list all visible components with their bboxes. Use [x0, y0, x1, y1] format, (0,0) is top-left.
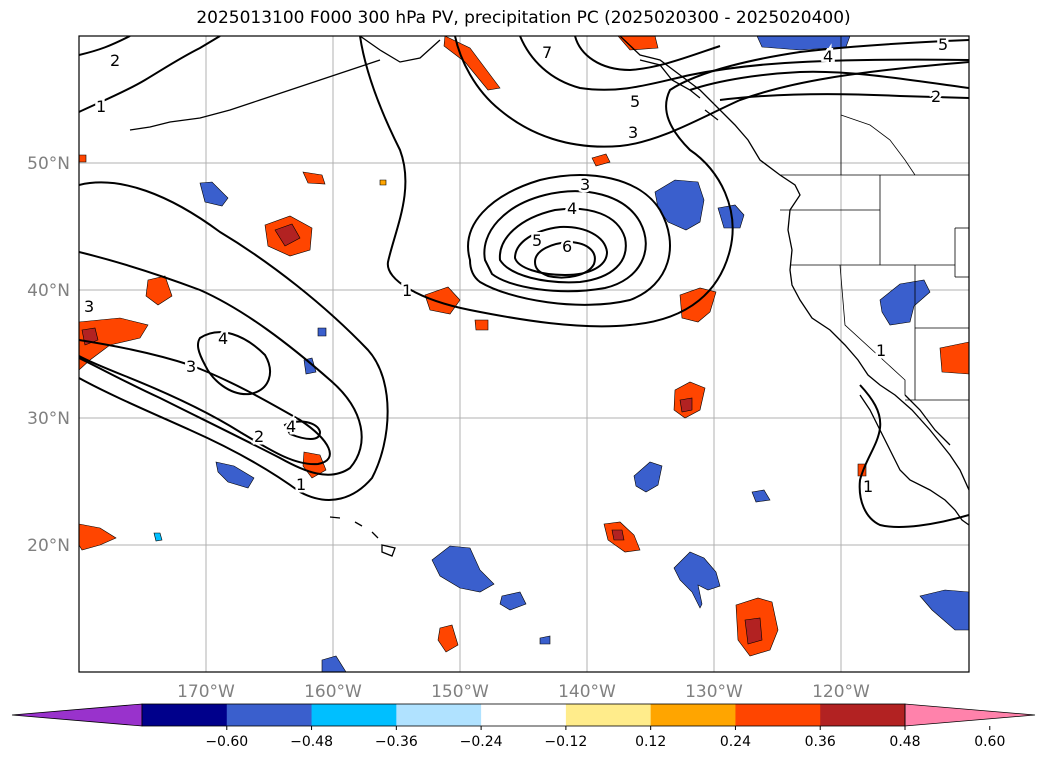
contour-label: 2	[931, 87, 941, 106]
colorbar-tick-label: 0.12	[635, 734, 666, 750]
contour-label: 1	[296, 475, 306, 494]
chart-title: 2025013100 F000 300 hPa PV, precipitatio…	[196, 8, 851, 28]
lat-label: 30°N	[27, 409, 70, 429]
lon-label: 130°W	[685, 682, 743, 702]
contour-label: 3	[580, 175, 590, 194]
colorbar-segment	[650, 704, 736, 726]
map-frame	[78, 35, 970, 673]
contour-label: 6	[562, 237, 572, 256]
colorbar-extend-low	[11, 703, 143, 727]
colorbar-segment	[142, 704, 228, 726]
coastlines	[129, 36, 969, 557]
contour-label: 3	[84, 297, 94, 316]
colorbar-frame	[141, 703, 906, 727]
contour-label: 5	[938, 35, 948, 54]
contour-label: 2	[254, 427, 264, 446]
colorbar-tick-label: −0.60	[205, 734, 248, 750]
colorbar-extend-high	[904, 703, 1036, 727]
contour-label: 4	[218, 329, 228, 348]
map-background	[79, 36, 969, 672]
contour-label: 5	[532, 231, 542, 250]
contour-label: 2	[110, 51, 120, 70]
colorbar-segment	[735, 704, 821, 726]
colorbar-tick-label: −0.24	[460, 734, 503, 750]
colorbar: −0.60 −0.48 −0.36 −0.24 −0.12 0.12 0.24 0.36 0.4…	[11, 703, 1036, 750]
contour-label: 5	[630, 92, 640, 111]
colorbar-tick-label: −0.48	[290, 734, 333, 750]
contour-label: 1	[96, 97, 106, 116]
lon-label: 140°W	[558, 682, 616, 702]
colorbar-tick-label: −0.12	[544, 734, 587, 750]
contour-label: 7	[542, 43, 552, 62]
colorbar-segment	[311, 704, 397, 726]
contour-label: 4	[823, 47, 833, 66]
colorbar-segment	[481, 704, 567, 726]
pv-contour-labels: 1 2 3 4 3 2 4 1 1 3 4 5 6 3 5 7 4 2 5 1 …	[82, 35, 951, 499]
lon-axis-labels: 170°W 160°W 150°W 140°W 130°W 120°W	[177, 682, 870, 702]
lon-label: 170°W	[177, 682, 235, 702]
lat-axis-labels: 50°N 40°N 30°N 20°N	[27, 154, 70, 556]
contour-label: 1	[402, 281, 412, 300]
political-borders	[780, 36, 969, 401]
colorbar-segment	[820, 704, 906, 726]
contour-label: 1	[876, 341, 886, 360]
colorbar-tick-label: −0.36	[375, 734, 418, 750]
colorbar-segment	[565, 704, 652, 726]
lat-label: 50°N	[27, 154, 70, 174]
lon-label: 120°W	[812, 682, 870, 702]
contour-label: 3	[628, 123, 638, 142]
contour-label: 4	[286, 417, 296, 436]
colorbar-tick-label: 0.48	[889, 734, 920, 750]
contour-label: 1	[863, 477, 873, 496]
lon-label: 150°W	[431, 682, 489, 702]
lon-label: 160°W	[304, 682, 362, 702]
colorbar-segment	[226, 704, 313, 726]
contour-label: 4	[567, 199, 577, 218]
colorbar-segment	[396, 704, 482, 726]
colorbar-tick-label: 0.36	[805, 734, 836, 750]
colorbar-tick-label: 0.60	[974, 734, 1005, 750]
colorbar-tick-label: 0.24	[720, 734, 751, 750]
lat-label: 20°N	[27, 536, 70, 556]
contour-label: 3	[186, 357, 196, 376]
lat-label: 40°N	[27, 281, 70, 301]
pv-contours	[79, 36, 969, 528]
